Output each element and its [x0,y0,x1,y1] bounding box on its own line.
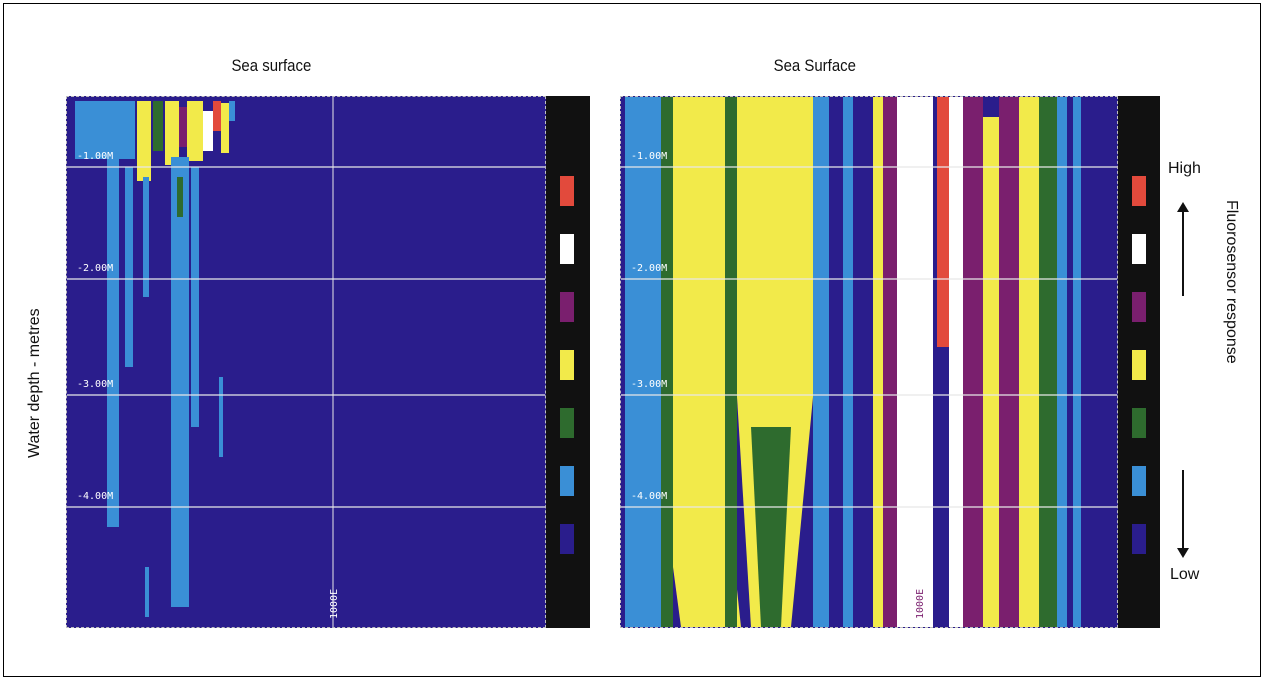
colorbar-swatch-dark_blue [560,524,574,554]
right-column [999,97,1019,627]
scale-low-label: Low [1170,566,1200,583]
depth-tick-2: -2.00M [631,263,667,274]
right-column [725,97,737,627]
arrow-down-icon [1182,470,1184,550]
right-panel: -1.00M -2.00M -3.00M -4.00M 1000E [620,96,1118,628]
y-axis-label: Water depth - metres [26,308,43,458]
right-column [1067,97,1073,627]
right-colorbar [1118,96,1160,628]
right-column [937,97,949,347]
left-surface-patch [179,107,187,147]
left-streak [191,167,199,427]
right-column [625,97,661,627]
left-surface-patch [203,111,213,151]
left-colorbar [546,96,590,628]
colorbar-swatch-green [1132,408,1146,438]
left-panel-title: Sea surface [231,56,312,75]
colorbar-swatch-dark_blue [1132,524,1146,554]
colorbar-swatch-purple [560,292,574,322]
depth-tick-1: -1.00M [631,151,667,162]
right-column [873,97,883,627]
right-column [913,97,925,517]
left-streak [219,377,223,457]
colorbar-swatch-red [1132,176,1146,206]
depth-tick-2: -2.00M [77,263,113,274]
depth-tick-3: -3.00M [77,379,113,390]
left-streak [177,177,183,217]
colorbar-swatch-red [560,176,574,206]
depth-tick-3: -3.00M [631,379,667,390]
right-fluorosensor-section: -1.00M -2.00M -3.00M -4.00M 1000E [621,97,1117,627]
right-column [737,97,813,397]
left-streak [125,167,133,367]
left-surface-patch [229,101,235,121]
arrow-up-head-icon [1177,202,1189,212]
right-column [1081,97,1117,627]
left-panel: -1.00M -2.00M -3.00M -4.00M 1000E [66,96,546,628]
marker-label: 1000E [915,589,926,619]
left-surface-patch [165,101,179,165]
left-surface-patch [213,101,221,131]
colorbar-swatch-blue [560,466,574,496]
left-surface-patch [75,101,135,159]
right-column [751,427,791,627]
marker-label: 1000E [329,589,340,619]
left-surface-patch [221,103,229,153]
left-surface-patch [137,101,151,181]
colorbar-swatch-white [1132,234,1146,264]
right-column [963,97,983,627]
depth-tick-4: -4.00M [631,491,667,502]
depth-tick-1: -1.00M [77,151,113,162]
colorbar-swatch-green [560,408,574,438]
colorbar-swatch-yellow [560,350,574,380]
left-streak [143,177,149,297]
right-column [673,97,725,567]
right-column [673,477,741,627]
right-column [1019,97,1039,627]
right-column [661,97,673,627]
left-fluorosensor-section: -1.00M -2.00M -3.00M -4.00M 1000E [67,97,545,627]
figure-frame [3,3,1261,677]
right-panel-title: Sea Surface [773,56,856,75]
left-streak [145,567,149,617]
scale-high-label: High [1168,160,1201,177]
colorbar-swatch-white [560,234,574,264]
colorbar-label: Fluorosensor response [1223,200,1240,364]
colorbar-swatch-yellow [1132,350,1146,380]
left-surface-patch [153,101,163,151]
colorbar-swatch-blue [1132,466,1146,496]
arrow-up-icon [1182,210,1184,296]
right-column [949,97,963,627]
arrow-down-head-icon [1177,548,1189,558]
right-column [829,97,843,627]
left-streak [171,157,189,607]
right-column [883,97,897,627]
right-column [1039,97,1057,627]
right-column [853,97,873,627]
right-column [983,117,999,627]
colorbar-swatch-purple [1132,292,1146,322]
depth-tick-4: -4.00M [77,491,113,502]
left-surface-patch [187,101,203,161]
left-streak [107,147,119,527]
